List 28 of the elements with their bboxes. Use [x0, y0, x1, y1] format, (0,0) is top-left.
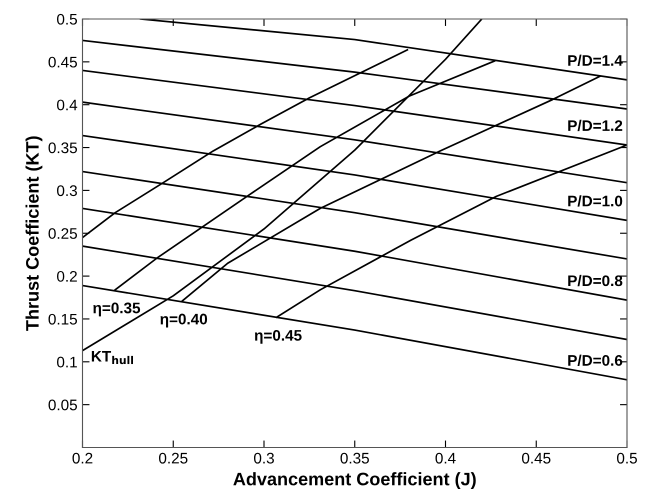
- series-label: η=0.40: [160, 314, 208, 328]
- y-tick-label: 0.1: [57, 356, 77, 368]
- y-tick-label: 0.5: [57, 14, 77, 25]
- y-tick-label: 0.2: [57, 270, 77, 282]
- y-tick-label: 0.15: [48, 314, 77, 325]
- x-tick-label: 0.2: [72, 452, 92, 464]
- y-tick-label: 0.3: [57, 185, 77, 196]
- legend-label: P/D=0.6: [568, 354, 622, 366]
- x-tick-label: 0.4: [435, 452, 456, 464]
- x-tick-label: 0.3: [254, 452, 274, 464]
- x-tick-label: 0.5: [616, 452, 637, 464]
- x-tick-label: 0.35: [340, 452, 369, 464]
- y-tick-label: 0.4: [57, 100, 78, 110]
- legend-label: P/D=1.0: [568, 195, 622, 207]
- x-axis-title: Advancement Coefficient (J): [233, 472, 476, 489]
- y-axis-title: Thrust Coefficient (KT): [26, 136, 42, 331]
- y-tick-label: 0.25: [48, 228, 77, 239]
- x-tick-label: 0.45: [522, 452, 550, 464]
- legend-label: P/D=1.4: [568, 54, 623, 66]
- y-tick-label: 0.05: [48, 400, 77, 410]
- series-label: KT$_{hull}$: [92, 351, 134, 364]
- y-tick-label: 0.35: [48, 142, 77, 154]
- series-label: P/D=1.2: [568, 120, 622, 132]
- y-tick-label: 0.45: [48, 56, 77, 68]
- series-label: η=0.35: [93, 302, 140, 316]
- legend-label: P/D=0.8: [568, 274, 622, 286]
- series-label: η=0.45: [254, 330, 302, 344]
- x-tick-label: 0.25: [158, 452, 188, 464]
